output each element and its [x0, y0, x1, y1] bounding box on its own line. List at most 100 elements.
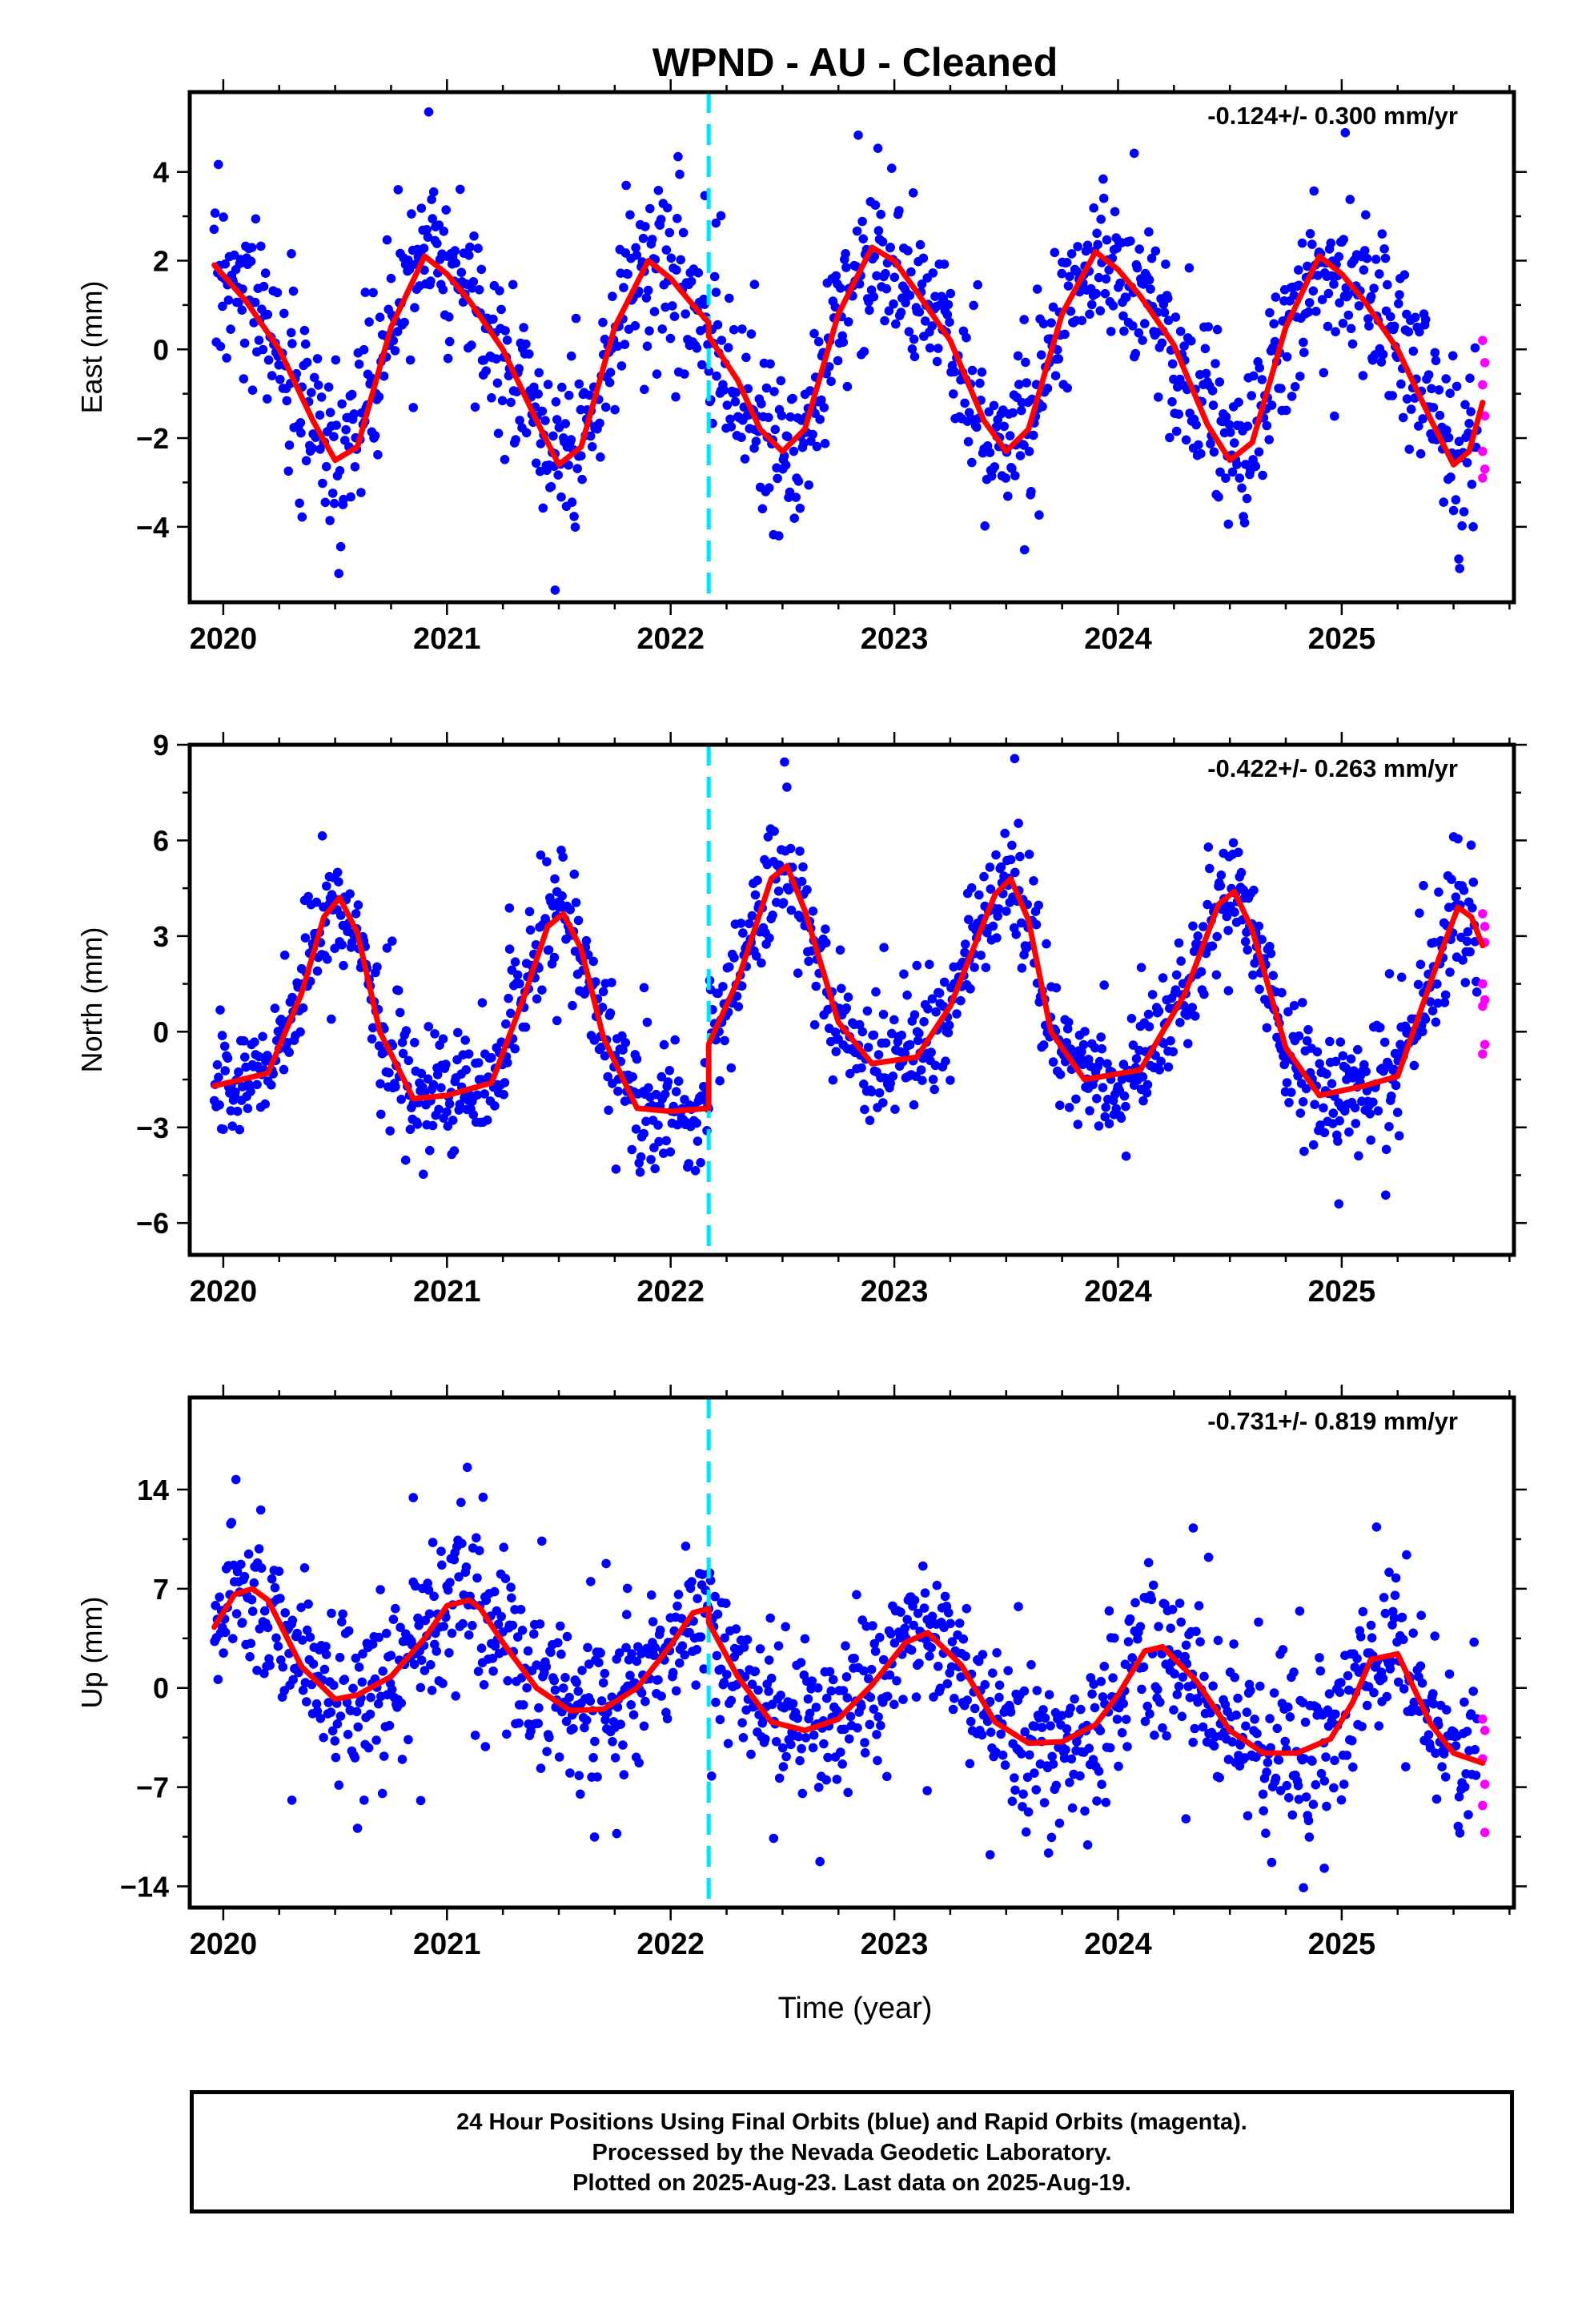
- east-data-point: [1050, 371, 1061, 381]
- east-data-point: [404, 255, 413, 265]
- north-data-point: [1298, 998, 1307, 1007]
- east-data-point: [1144, 227, 1154, 237]
- north-data-point: [339, 960, 348, 971]
- east-data-point: [1134, 328, 1144, 338]
- east-data-point: [795, 503, 805, 513]
- north-data-point: [1096, 1032, 1106, 1042]
- east-data-point: [757, 504, 768, 514]
- north-data-point: [830, 1027, 841, 1037]
- east-data-point: [809, 328, 819, 339]
- east-plot-area: [209, 92, 1490, 602]
- up-data-point: [1148, 1580, 1158, 1590]
- east-data-point: [764, 412, 773, 423]
- east-data-point: [858, 234, 868, 244]
- up-data-point: [573, 1687, 584, 1696]
- up-data-point: [396, 1622, 405, 1632]
- up-rate-label: -0.731+/- 0.819 mm/yr: [1207, 1407, 1458, 1435]
- east-data-point: [258, 344, 268, 355]
- up-data-point: [236, 1559, 246, 1570]
- north-data-point: [1384, 969, 1395, 979]
- east-data-point: [805, 386, 815, 396]
- north-data-point: [785, 843, 796, 854]
- up-data-point: [354, 1663, 364, 1672]
- up-data-point: [387, 1685, 397, 1695]
- north-data-point: [1055, 1069, 1066, 1080]
- up-data-point: [1108, 1673, 1118, 1683]
- up-data-point: [1391, 1573, 1401, 1583]
- up-data-point: [821, 1775, 831, 1785]
- north-data-point: [337, 940, 347, 950]
- north-data-point: [863, 1043, 873, 1052]
- up-data-point: [1143, 1558, 1154, 1568]
- north-data-point: [1299, 1146, 1309, 1156]
- up-data-point: [1233, 1693, 1243, 1703]
- up-data-point: [1017, 1749, 1026, 1759]
- north-data-point: [798, 862, 808, 872]
- north-data-point: [332, 867, 343, 878]
- up-data-point: [1285, 1712, 1295, 1722]
- up-data-point: [900, 1623, 909, 1633]
- up-data-point: [673, 1590, 684, 1599]
- north-data-point: [596, 1042, 606, 1052]
- up-data-point: [697, 1570, 708, 1579]
- up-data-point: [948, 1704, 958, 1715]
- north-data-point: [327, 1014, 336, 1024]
- up-data-point: [1415, 1661, 1426, 1671]
- north-data-point: [1418, 1027, 1427, 1036]
- up-data-point: [1162, 1731, 1171, 1741]
- up-data-point: [428, 1538, 438, 1547]
- east-data-point: [1087, 300, 1097, 310]
- up-data-point: [796, 1658, 806, 1667]
- north-data-point: [499, 1090, 508, 1100]
- up-data-point: [966, 1716, 976, 1727]
- up-data-point: [986, 1727, 996, 1737]
- up-data-point: [650, 1642, 660, 1653]
- east-data-point: [1159, 308, 1170, 318]
- north-data-point: [375, 1079, 385, 1089]
- east-data-point: [329, 432, 339, 441]
- east-data-point: [1224, 420, 1235, 429]
- east-data-point: [1128, 321, 1138, 331]
- up-data-point: [1263, 1758, 1273, 1767]
- east-data-point: [783, 432, 793, 442]
- up-data-point: [1385, 1664, 1395, 1674]
- east-data-point: [576, 404, 586, 415]
- east-data-point: [737, 432, 746, 442]
- up-data-point: [228, 1634, 238, 1643]
- up-data-point: [447, 1628, 457, 1638]
- east-data-point: [1281, 405, 1291, 416]
- east-data-point: [1132, 263, 1142, 273]
- east-data-point: [620, 340, 630, 349]
- up-data-point: [927, 1611, 938, 1622]
- north-data-point: [1460, 978, 1471, 987]
- north-data-point: [1055, 1100, 1065, 1110]
- up-data-point: [715, 1715, 725, 1725]
- north-data-point: [1466, 840, 1476, 850]
- east-data-point: [1454, 436, 1464, 447]
- up-data-point: [711, 1697, 721, 1707]
- east-data-point: [1454, 554, 1464, 564]
- east-data-point: [263, 355, 274, 365]
- east-data-point: [335, 541, 346, 552]
- east-data-point: [1144, 275, 1154, 285]
- east-data-point: [247, 243, 257, 253]
- north-data-point: [1158, 973, 1168, 983]
- up-data-point: [1180, 1651, 1190, 1662]
- east-data-point: [468, 277, 479, 287]
- east-data-point: [1379, 244, 1389, 254]
- east-data-point: [725, 414, 735, 424]
- east-data-point: [444, 312, 454, 322]
- north-data-point: [725, 962, 734, 972]
- east-data-point: [1235, 473, 1245, 483]
- north-data-point: [1203, 899, 1212, 910]
- up-data-point: [488, 1667, 498, 1676]
- east-data-point: [254, 336, 264, 345]
- east-data-point: [1060, 329, 1070, 340]
- east-data-point: [426, 276, 436, 286]
- east-data-point: [1396, 379, 1406, 389]
- up-data-point: [581, 1715, 592, 1725]
- east-data-point: [1446, 472, 1456, 482]
- up-data-point: [1294, 1795, 1304, 1804]
- up-data-point: [774, 1773, 785, 1783]
- up-data-point: [1380, 1608, 1391, 1618]
